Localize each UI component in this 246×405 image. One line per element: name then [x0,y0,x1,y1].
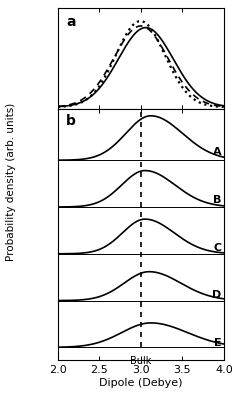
Text: b: b [66,114,76,128]
Text: a: a [66,15,76,29]
Text: A: A [213,147,221,157]
Text: Probability density (arb. units): Probability density (arb. units) [6,103,16,261]
Text: C: C [213,243,221,253]
Text: Bulk: Bulk [130,356,152,366]
Text: B: B [213,196,221,205]
Text: E: E [214,338,221,348]
X-axis label: Dipole (Debye): Dipole (Debye) [99,378,183,388]
Text: D: D [212,290,221,301]
